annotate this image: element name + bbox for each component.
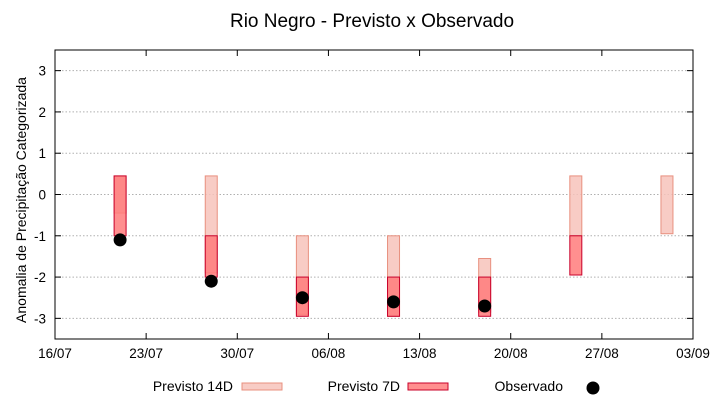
y-tick-label: 2: [38, 105, 46, 120]
observado-point: [387, 295, 401, 309]
bar-previsto-7d: [569, 235, 583, 276]
bar-previsto-7d: [204, 235, 218, 278]
observado-point: [478, 299, 492, 313]
bar-previsto-14d: [660, 175, 674, 235]
series-previsto-7d: [113, 175, 583, 317]
legend-swatch: [407, 382, 449, 391]
y-tick-label: -1: [34, 229, 46, 244]
legend-label: Observado: [495, 378, 564, 394]
legend-label: Previsto 14D: [153, 378, 233, 394]
bar-previsto-7d: [113, 175, 127, 237]
x-tick-label: 16/07: [38, 346, 72, 361]
legend: Previsto 14D Previsto 7D Observado: [153, 378, 600, 395]
y-tick-label: -2: [34, 270, 46, 285]
legend-swatch: [241, 382, 283, 391]
x-tick-label: 20/08: [494, 346, 528, 361]
x-tick-label: 23/07: [129, 346, 163, 361]
grid-lines: [55, 70, 693, 319]
x-axis-ticks: 16/07 23/07 30/07 06/08 13/08 20/08 27/08 03/09: [38, 50, 710, 361]
observado-point: [295, 291, 309, 305]
legend-label: Previsto 7D: [328, 378, 400, 394]
y-tick-label: 3: [38, 64, 46, 79]
x-tick-label: 03/09: [676, 346, 710, 361]
y-tick-label: 1: [38, 146, 46, 161]
x-tick-label: 13/08: [403, 346, 437, 361]
bar-previsto-14d: [569, 175, 583, 237]
observado-point: [204, 274, 218, 288]
x-tick-label: 27/08: [585, 346, 619, 361]
legend-swatch: [586, 381, 600, 395]
chart-title: Rio Negro - Previsto x Observado: [230, 11, 514, 32]
y-tick-label: 0: [38, 188, 46, 203]
series-observado: [113, 233, 492, 313]
x-tick-label: 06/08: [312, 346, 346, 361]
observado-point: [113, 233, 127, 247]
y-axis-label: Anomalia de Precipitação Categorizada: [13, 77, 29, 323]
y-tick-label: -3: [34, 311, 46, 326]
x-tick-label: 30/07: [220, 346, 254, 361]
y-axis-ticks: -3 -2 -1 0 1 2 3: [34, 64, 693, 326]
